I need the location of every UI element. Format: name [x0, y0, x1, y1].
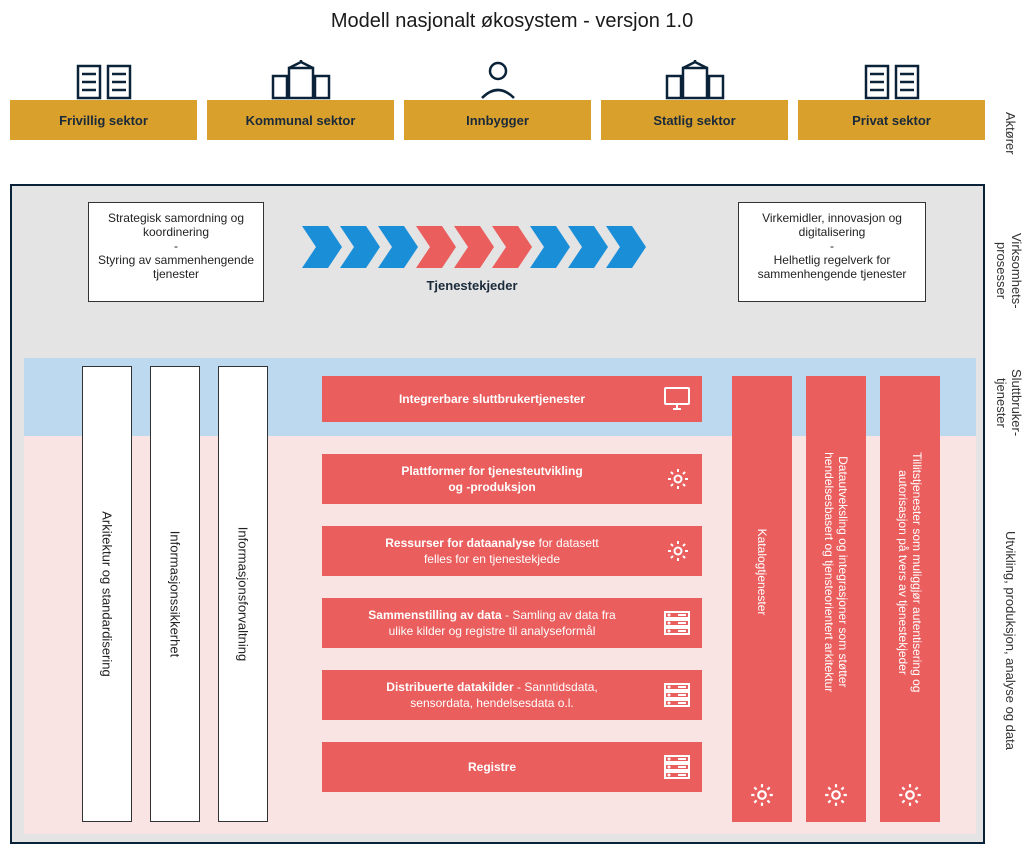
capability-label: Distribuerte datakilder - Sanntidsdata,s…: [386, 679, 597, 711]
left-pillar: Informasjonsforvaltning: [218, 366, 268, 822]
govt-icon: [665, 50, 725, 100]
process-box-right: Virkemidler, innovasjon og digitaliserin…: [738, 202, 926, 302]
right-capability-col: Tillitstjenester som muliggjør autentise…: [880, 376, 940, 822]
actor-label: Kommunal sektor: [207, 100, 394, 140]
monitor-icon: [664, 387, 690, 411]
chevron-icon: [606, 226, 646, 268]
gear-icon: [897, 782, 923, 808]
pillar-label: Informasjonsforvaltning: [236, 527, 251, 661]
side-label-processes: Virksomhets- prosesser: [990, 216, 1024, 326]
capability-label: Integrerbare sluttbrukertjenester: [399, 391, 585, 407]
process-chain-label: Tjenestekjeder: [302, 278, 642, 293]
chevron-chain: [302, 226, 644, 268]
left-pillar: Arkitektur og standardisering: [82, 366, 132, 822]
actor-label: Statlig sektor: [601, 100, 788, 140]
chevron-icon: [568, 226, 608, 268]
actor: Kommunal sektor: [207, 50, 394, 140]
capability-row: Sammenstilling av data - Samling av data…: [322, 598, 702, 648]
pillar-label: Informasjonssikkerhet: [168, 531, 183, 657]
side-label-dev: Utvikling, produksjon, analyse og data: [1003, 470, 1018, 810]
capability-row: Plattformer for tjenesteutviklingog -pro…: [322, 454, 702, 504]
actor: Frivillig sektor: [10, 50, 197, 140]
server-icon: [664, 755, 690, 779]
chevron-icon: [340, 226, 380, 268]
side-label-enduser: Sluttbruker- tjenester: [990, 358, 1024, 448]
gear-icon: [749, 782, 775, 808]
page-title: Modell nasjonalt økosystem - versjon 1.0: [0, 10, 1024, 33]
capability-label: Plattformer for tjenesteutviklingog -pro…: [401, 463, 582, 495]
actor: Statlig sektor: [601, 50, 788, 140]
right-capability-col: Katalogtjenester: [732, 376, 792, 822]
capability-row: Ressurser for dataanalyse for datasettfe…: [322, 526, 702, 576]
capability-label: Ressurser for dataanalyse for datasettfe…: [385, 535, 598, 567]
building-icon: [864, 50, 920, 100]
capability-row: Registre: [322, 742, 702, 792]
chevron-icon: [302, 226, 342, 268]
building-icon: [76, 50, 132, 100]
chevron-icon: [378, 226, 418, 268]
actor: Innbygger: [404, 50, 591, 140]
server-icon: [664, 683, 690, 707]
capability-label: Registre: [468, 759, 516, 775]
gear-icon: [666, 539, 690, 563]
capability-label: Tillitstjenester som muliggjør autentise…: [896, 447, 924, 697]
person-icon: [478, 50, 518, 100]
gear-icon: [666, 467, 690, 491]
capability-label: Katalogtjenester: [755, 529, 769, 616]
main-frame: Strategisk samordning og koordinering-St…: [10, 184, 985, 844]
govt-icon: [271, 50, 331, 100]
capability-label: Sammenstilling av data - Samling av data…: [368, 607, 615, 639]
actor-label: Privat sektor: [798, 100, 985, 140]
chevron-icon: [492, 226, 532, 268]
capability-label: Datautveksling og integrasjoner som støt…: [822, 447, 850, 697]
actor-label: Frivillig sektor: [10, 100, 197, 140]
chevron-icon: [530, 226, 570, 268]
gear-icon: [823, 782, 849, 808]
server-icon: [664, 611, 690, 635]
pillar-label: Arkitektur og standardisering: [100, 511, 115, 676]
right-capability-col: Datautveksling og integrasjoner som støt…: [806, 376, 866, 822]
chevron-icon: [454, 226, 494, 268]
actor: Privat sektor: [798, 50, 985, 140]
capability-row: Distribuerte datakilder - Sanntidsdata,s…: [322, 670, 702, 720]
actors-row: Frivillig sektor Kommunal sektor Innbygg…: [10, 50, 985, 140]
left-pillar: Informasjonssikkerhet: [150, 366, 200, 822]
side-label-actors: Aktører: [1003, 108, 1018, 158]
chevron-icon: [416, 226, 456, 268]
process-box-left: Strategisk samordning og koordinering-St…: [88, 202, 264, 302]
capability-row: Integrerbare sluttbrukertjenester: [322, 376, 702, 422]
actor-label: Innbygger: [404, 100, 591, 140]
